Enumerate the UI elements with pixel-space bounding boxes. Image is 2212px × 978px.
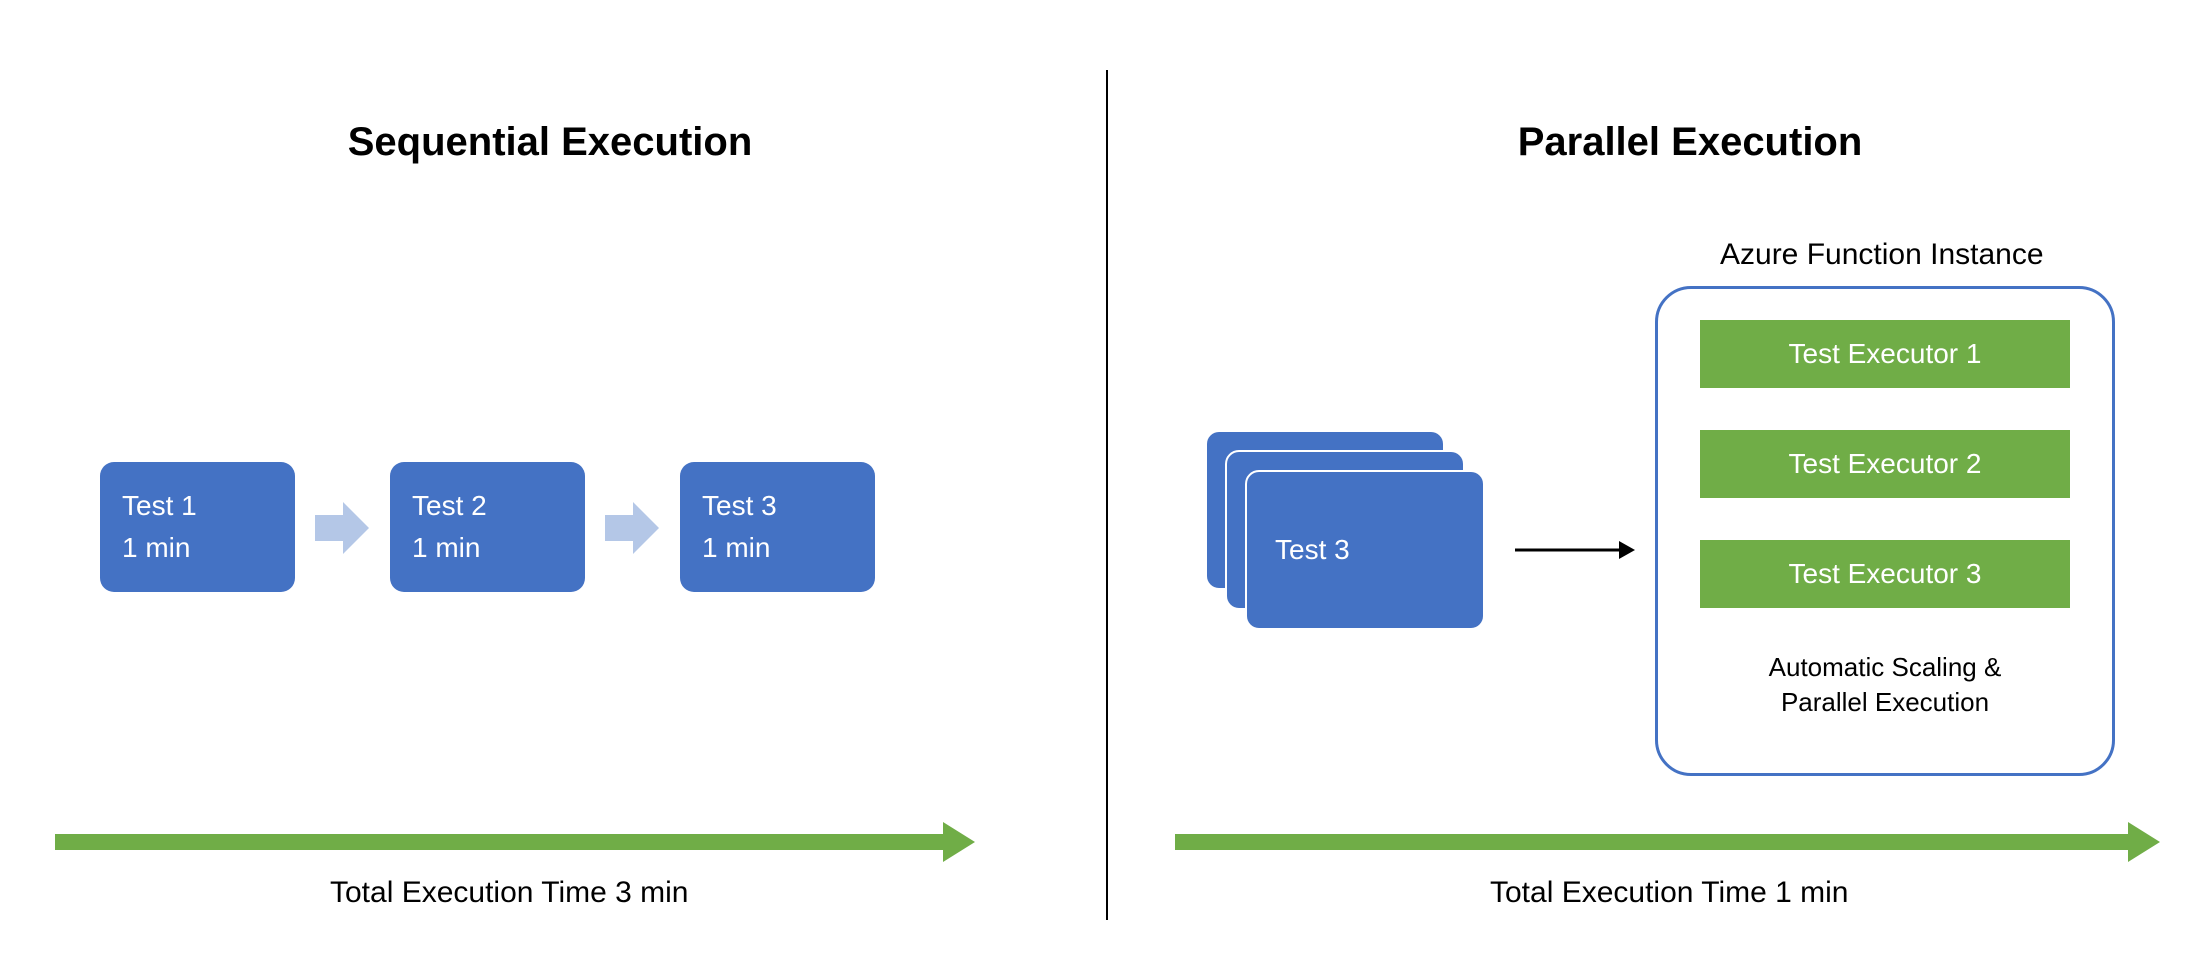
test-stack-front: Test 3 (1245, 470, 1485, 630)
instance-label: Azure Function Instance (1720, 238, 2044, 272)
right-title: Parallel Execution (1440, 120, 1940, 165)
timeline-label-left: Total Execution Time 3 min (330, 876, 689, 910)
test-box-3: Test 3 1 min (680, 462, 875, 592)
test-box-1-name: Test 1 (122, 485, 295, 527)
diagram-canvas: Sequential Execution Test 1 1 min Test 2… (0, 0, 2212, 978)
timeline-arrow-right (1175, 822, 2160, 862)
test-stack-label: Test 3 (1275, 534, 1350, 566)
executor-box-3: Test Executor 3 (1700, 540, 2070, 608)
test-box-3-duration: 1 min (702, 527, 875, 569)
left-title: Sequential Execution (300, 120, 800, 165)
executor-box-1: Test Executor 1 (1700, 320, 2070, 388)
instance-caption-line2: Parallel Execution (1781, 687, 1989, 717)
thin-arrow-icon (1515, 535, 1635, 565)
test-box-1-duration: 1 min (122, 527, 295, 569)
instance-caption-line1: Automatic Scaling & (1769, 652, 2002, 682)
test-box-3-name: Test 3 (702, 485, 875, 527)
test-box-1: Test 1 1 min (100, 462, 295, 592)
instance-caption: Automatic Scaling & Parallel Execution (1700, 650, 2070, 720)
test-box-2-duration: 1 min (412, 527, 585, 569)
test-box-2-name: Test 2 (412, 485, 585, 527)
test-box-2: Test 2 1 min (390, 462, 585, 592)
executor-box-2: Test Executor 2 (1700, 430, 2070, 498)
timeline-arrow-left (55, 822, 975, 862)
arrow-icon-1 (315, 502, 369, 554)
vertical-divider (1106, 70, 1108, 920)
arrow-icon-2 (605, 502, 659, 554)
timeline-label-right: Total Execution Time 1 min (1490, 876, 1849, 910)
